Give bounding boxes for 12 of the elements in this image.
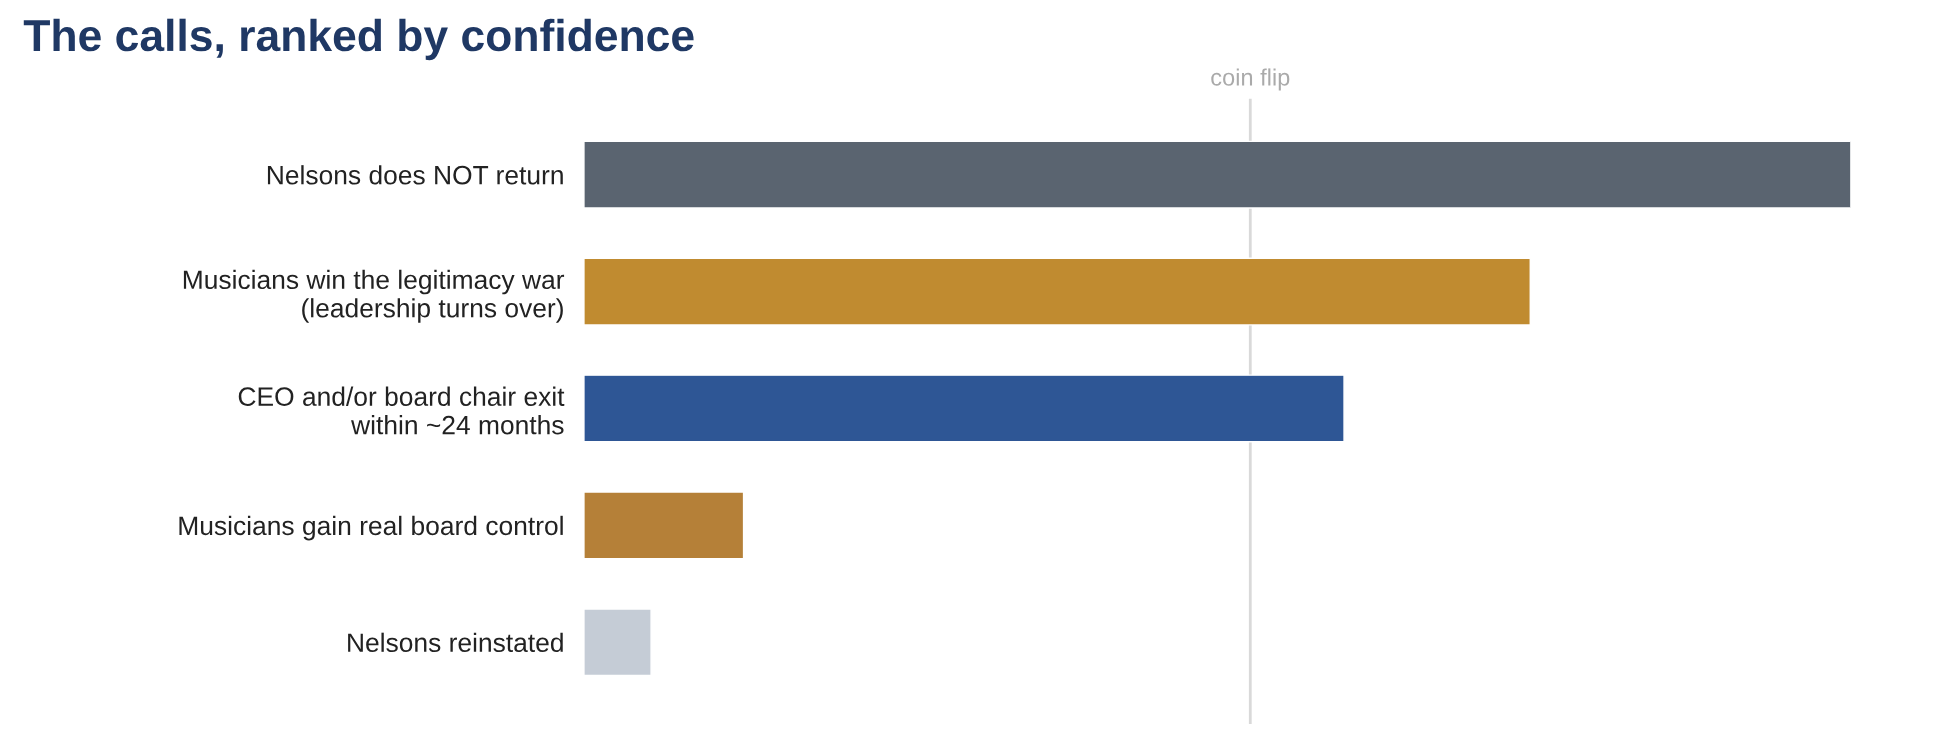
chart-title: The calls, ranked by confidence: [23, 18, 694, 61]
y-tick-label: Nelsons does NOT return: [267, 165, 563, 185]
bar: [583, 374, 1345, 443]
y-tick-label: Musicians win the legitimacy war (leadership turns over): [183, 269, 565, 323]
y-tick-label: Musicians gain real board control: [179, 515, 563, 541]
y-tick-label: CEO and/or board chair exit within ~24 months: [238, 386, 565, 435]
bar: [583, 140, 1851, 209]
bar: [583, 491, 745, 560]
y-tick-label: Nelsons reinstated: [348, 632, 563, 653]
ref-line-label: coin flip: [1211, 68, 1290, 91]
bar: [583, 608, 652, 677]
bar: [583, 257, 1531, 326]
